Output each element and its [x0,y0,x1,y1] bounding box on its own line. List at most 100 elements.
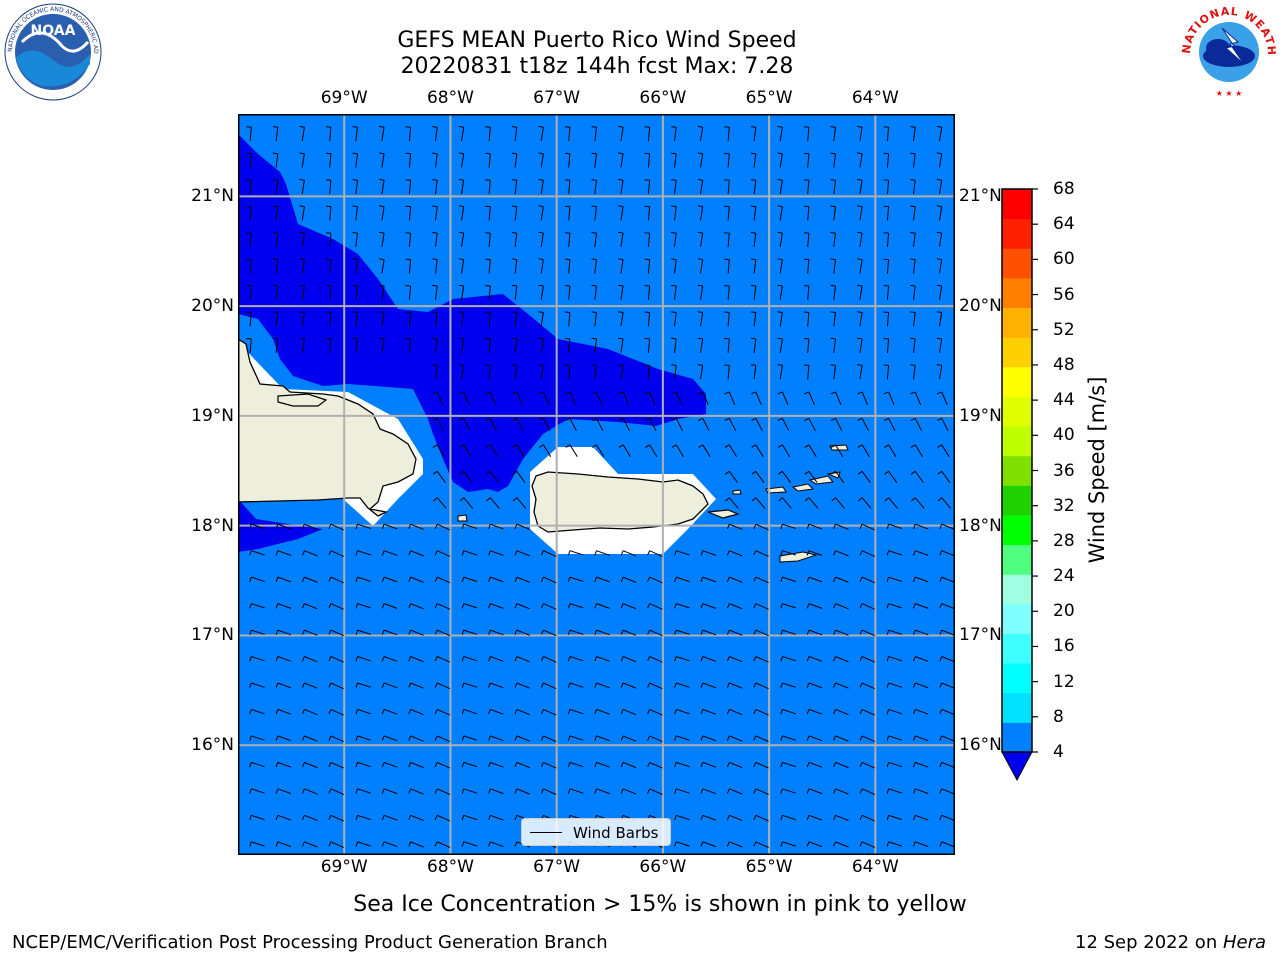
wind-barb [857,152,863,168]
wind-barb [328,735,344,743]
wind-barb [379,337,385,353]
wind-barb [725,497,739,509]
wind-barb [355,841,371,847]
wind-barb [647,708,663,716]
wind-barb [540,682,557,690]
wind-barb [458,125,465,142]
wind-barb [777,178,783,195]
wind-barb [538,337,544,353]
sea-ice-note: Sea Ice Concentration > 15% is shown in … [353,892,967,917]
wind-barb [379,152,385,168]
map-legend: Wind Barbs [521,818,671,846]
wind-barb [485,470,499,483]
wind-barb [777,205,783,221]
wind-barb [910,284,916,300]
wind-barb [538,125,544,142]
wind-barb [488,629,504,636]
wind-barb [753,682,769,690]
wind-barb [833,682,849,689]
wind-barb [884,497,898,509]
wind-barb [432,152,438,168]
wind-barb [913,656,929,662]
wind-barb [246,258,252,274]
wind-barb [249,841,265,847]
wind-barb [883,258,890,274]
wind-barb [408,788,424,795]
wind-barb [514,735,530,742]
wind-barb [886,708,903,715]
wind-barb [432,444,445,457]
wind-barb [564,232,571,248]
wind-barb [405,232,412,248]
wind-barb [249,735,265,741]
wind-barb [488,550,504,556]
colorbar-block [1002,337,1032,368]
wind-barb [777,311,783,327]
wind-barb [249,629,265,635]
wind-barb [751,497,766,509]
wind-barb [803,285,810,301]
wind-barb [461,814,478,821]
wind-barb [355,550,371,556]
wind-barb [328,841,344,848]
wind-barb [512,470,526,483]
lon-tick-label-top: 64°W [851,88,899,108]
wind-barb [246,152,252,168]
wind-barb [618,152,624,168]
wind-barb [432,417,445,432]
wind-barb [777,284,783,300]
land-mona-island [457,514,468,522]
wind-barb [780,682,796,688]
wind-barb [674,629,690,635]
wind-barb [352,258,358,274]
wind-barb [246,205,252,221]
wind-barb [511,311,518,327]
wind-barb [249,603,265,609]
wind-barb [275,788,292,795]
wind-barb [777,417,790,432]
wind-barb [408,841,424,848]
wind-barb [618,125,624,142]
wind-barb [750,152,757,168]
land-puerto-rico [531,471,709,533]
wind-barb [405,285,412,301]
wind-barb [591,337,597,353]
wind-barb [511,205,518,221]
wind-barb [777,444,791,457]
wind-barb [910,258,916,274]
wind-barb [246,311,252,327]
wind-barb [859,682,876,690]
wind-barb [803,311,810,327]
wind-barb [806,814,823,821]
wind-barb [674,576,690,583]
wind-barb [620,735,637,742]
wind-barb [644,232,651,248]
colorbar-block [1002,544,1032,575]
wind-barb [697,337,704,353]
svg-text:★ ★ ★: ★ ★ ★ [1216,89,1243,98]
wind-barb [246,232,252,248]
wind-barb [724,417,737,432]
wind-barb [540,576,557,584]
wind-barb [485,285,491,301]
wind-barb [275,814,292,821]
lon-tick-label-bottom: 68°W [426,857,474,877]
wind-barb [780,629,796,635]
land-tortuga-island [277,393,328,407]
wind-barb [674,708,690,715]
wind-barb [408,523,424,530]
wind-barb [594,603,610,609]
wind-barb [485,417,498,432]
wind-barb [299,205,305,221]
colorbar-block [1002,307,1032,338]
wind-barb [859,735,876,743]
wind-barb [778,470,792,483]
wind-barb [432,311,438,327]
colorbar-block [1002,426,1032,457]
wind-barb [939,814,955,821]
wind-barb [910,126,916,142]
wind-barb [857,311,863,327]
wind-barb [275,603,292,609]
wind-barb [302,603,318,610]
wind-barb [620,629,637,636]
